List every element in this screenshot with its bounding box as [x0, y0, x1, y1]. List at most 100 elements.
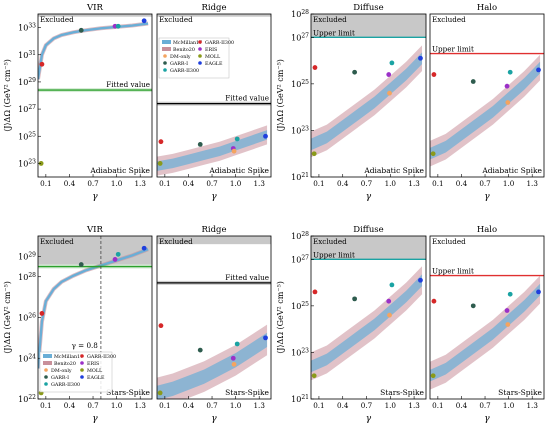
- x-tick-label: 0.7: [479, 179, 491, 188]
- mcmillan17-band: [311, 274, 423, 373]
- y-tick-label: 1031: [18, 50, 36, 60]
- legend-box: [39, 351, 113, 393]
- fitted-value-label: Fitted value: [225, 273, 269, 282]
- x-tick-label: 0.1: [159, 401, 170, 410]
- excluded-label: Excluded: [159, 15, 193, 24]
- data-point: [112, 257, 118, 262]
- panel-title: VIR: [86, 3, 103, 13]
- x-tick-label: 0.7: [206, 179, 218, 188]
- data-point: [431, 72, 437, 77]
- x-tick-label: 0.7: [87, 179, 99, 188]
- x-tick-label: 1.0: [230, 401, 242, 410]
- y-axis-label: ⟨J⟩ΔΩ (GeV² cm⁻⁵): [3, 281, 12, 354]
- legend-label: McMillan17: [54, 354, 83, 360]
- x-tick-label: 1.0: [503, 401, 515, 410]
- x-tick-label: 0.4: [183, 401, 195, 410]
- x-tick-label: 0.1: [313, 179, 324, 188]
- y-tick-label: 1028: [291, 9, 309, 19]
- excluded-label: Excluded: [432, 15, 466, 24]
- data-point: [386, 298, 392, 304]
- x-axis-label: γ: [211, 192, 217, 202]
- y-tick-label: 1028: [291, 231, 309, 241]
- plot-area: [38, 236, 152, 399]
- y-tick-label: 1025: [291, 79, 309, 89]
- plot-area: [430, 52, 544, 167]
- x-tick-label: 0.1: [432, 401, 443, 410]
- data-point: [141, 245, 147, 251]
- legend-marker: [80, 375, 84, 379]
- panel-frame: [429, 235, 545, 400]
- data-point: [39, 61, 45, 67]
- panel-ridge-stars: Ridge Excluded Fitted value Stars-Spike 0.1 0…: [156, 225, 272, 424]
- legend-marker: [198, 54, 202, 58]
- x-axis-label: γ: [366, 192, 372, 202]
- legend-label: GARR-I: [170, 61, 188, 67]
- data-point: [504, 308, 510, 313]
- plot-area: [38, 14, 152, 166]
- panel-title: Diffuse: [353, 225, 383, 235]
- legend-marker: [163, 61, 167, 65]
- legend-label: DM-only: [170, 54, 191, 60]
- data-point: [158, 323, 164, 329]
- legend-swatch: [162, 47, 171, 51]
- mcmillan17-band: [430, 283, 541, 382]
- y-axis-label: ⟨J⟩ΔΩ (GeV² cm⁻⁵): [276, 59, 285, 132]
- plot-area: [157, 236, 271, 399]
- mcmillan17-curve: [38, 22, 149, 80]
- panel-title: VIR: [86, 225, 103, 235]
- panel-frame: [156, 13, 272, 178]
- legend-swatch: [43, 361, 52, 365]
- legend-label: GARR-II300: [87, 354, 116, 360]
- legend-label: GARR-I: [51, 375, 69, 381]
- legend-label: GARR-II300: [51, 382, 80, 388]
- y-axis-label: ⟨J⟩ΔΩ (GeV² cm⁻⁵): [276, 281, 285, 354]
- fitted-value-label: Fitted value: [225, 94, 269, 103]
- mcmillan17-band: [430, 61, 541, 160]
- excluded-region: [38, 14, 152, 17]
- data-point: [389, 60, 395, 66]
- data-point: [536, 289, 541, 295]
- x-tick-label: 0.1: [432, 179, 443, 188]
- legend-label: Benito20: [173, 47, 195, 53]
- panel-frame: [310, 235, 427, 400]
- x-tick-label: 0.4: [64, 401, 76, 410]
- x-tick-label: 0.4: [337, 179, 349, 188]
- excluded-label: Excluded: [313, 237, 347, 246]
- panel-title: Diffuse: [353, 3, 383, 13]
- data-point: [536, 67, 541, 73]
- data-point: [39, 311, 45, 316]
- data-point: [234, 341, 240, 347]
- data-point: [312, 289, 318, 295]
- legend-label: MOLL: [205, 54, 221, 60]
- mcmillan17-curve: [38, 248, 149, 369]
- legend-marker: [198, 40, 202, 44]
- x-axis-label: γ: [211, 414, 217, 424]
- data-point: [157, 390, 163, 396]
- legend-swatch: [162, 40, 171, 44]
- data-point: [470, 303, 476, 309]
- legend-marker: [198, 47, 202, 51]
- data-point: [352, 296, 358, 302]
- spike-label: Adiabatic Spike: [208, 166, 269, 175]
- y-tick-label: 1027: [291, 254, 309, 264]
- x-tick-label: 1.3: [526, 401, 538, 410]
- data-point: [312, 65, 318, 70]
- data-point: [311, 151, 317, 157]
- panel-frame: [429, 13, 545, 178]
- legend-marker: [80, 354, 84, 358]
- panel-ridge-adiabatic: Ridge Excluded Fitted value Adiabatic Spike…: [156, 3, 272, 202]
- x-tick-label: 0.4: [337, 401, 349, 410]
- legend-box: [158, 37, 230, 79]
- legend: McMillan17Benito20DM-onlyGARR-IGARR-II30…: [158, 37, 234, 79]
- y-tick-label: 1024: [18, 353, 36, 363]
- x-tick-label: 0.4: [456, 179, 468, 188]
- panel-frame: [310, 13, 427, 178]
- data-point: [505, 322, 511, 327]
- x-tick-label: 1.0: [385, 179, 397, 188]
- excluded-region: [38, 236, 152, 265]
- mcmillan17-band: [311, 52, 423, 151]
- upper-limit-label: Upper limit: [313, 250, 355, 259]
- y-tick-label: 1025: [291, 301, 309, 311]
- legend-marker: [44, 368, 48, 372]
